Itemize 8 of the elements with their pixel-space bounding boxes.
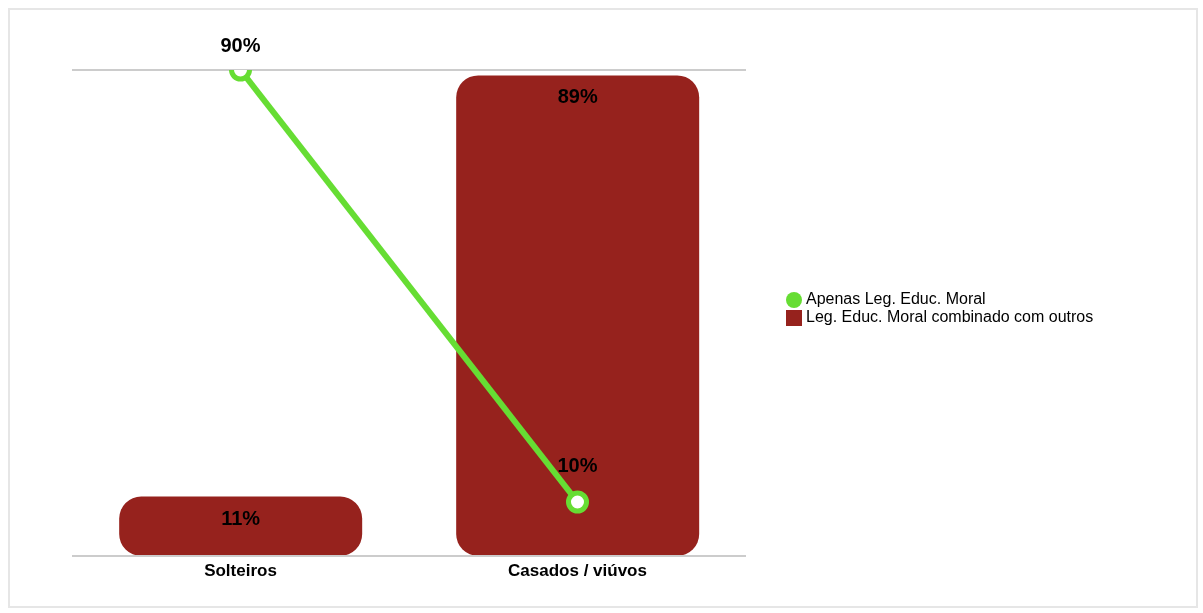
data-label: 11% (221, 506, 261, 529)
data-label: 10% (557, 454, 598, 476)
x-tick-label: Solteiros (204, 561, 277, 581)
x-tick-label: Casados / viúvos (508, 561, 647, 581)
data-label: 90% (220, 34, 261, 56)
legend-label: Leg. Educ. Moral combinado com outros (806, 308, 1094, 325)
data-label: 89% (557, 85, 598, 108)
legend-label: Apenas Leg. Educ. Moral (806, 290, 986, 307)
